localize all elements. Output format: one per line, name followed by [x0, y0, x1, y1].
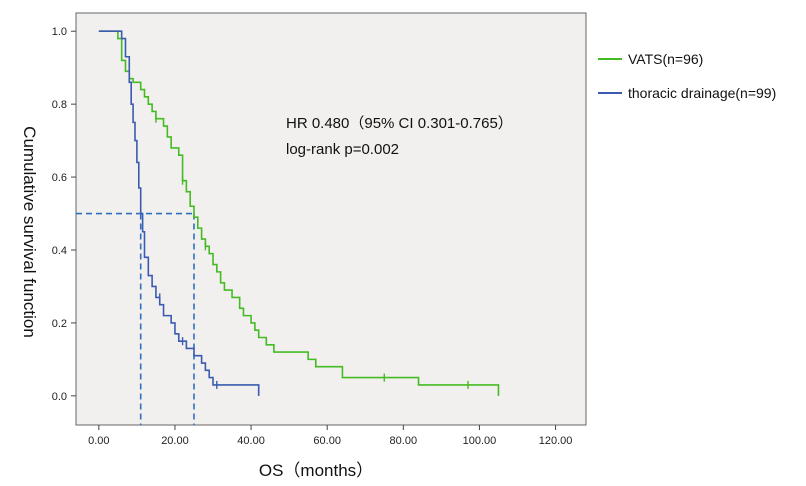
y-tick-label: 0.6 — [52, 172, 67, 184]
series-layer — [98, 30, 500, 396]
x-tick-label: 40.00 — [237, 435, 265, 447]
y-tick-label: 0.2 — [52, 318, 67, 330]
y-tick-label: 0.8 — [52, 99, 67, 111]
y-tick-label: 0.4 — [52, 245, 67, 257]
logrank-annotation: log-rank p=0.002 — [286, 141, 399, 158]
legend-label-drainage: thoracic drainage(n=99) — [628, 85, 776, 101]
y-tick-label: 1.0 — [52, 26, 67, 38]
x-tick-label: 20.00 — [161, 435, 189, 447]
y-tick-label: 0.0 — [52, 391, 67, 403]
y-axis-ticks: 0.0 0.2 0.4 0.6 0.8 1.0 — [52, 26, 76, 403]
survival-curve-drainage — [98, 30, 260, 396]
plot-area — [75, 12, 587, 426]
legend: VATS(n=96) thoracic drainage(n=99) — [598, 51, 776, 101]
x-tick-label: 80.00 — [390, 435, 418, 447]
y-axis-label: Cumulative survival function — [20, 126, 39, 338]
hazard-ratio-annotation: HR 0.480（95% CI 0.301-0.765） — [286, 115, 513, 132]
x-tick-label: 0.00 — [88, 435, 109, 447]
x-tick-label: 100.00 — [463, 435, 497, 447]
x-tick-label: 120.00 — [539, 435, 573, 447]
x-axis-ticks: 0.00 20.00 40.00 60.00 80.00 100.00 120.00 — [88, 425, 572, 447]
survival-curve-vats — [98, 30, 500, 396]
x-tick-label: 60.00 — [313, 435, 341, 447]
legend-label-vats: VATS(n=96) — [628, 51, 703, 67]
x-axis-label: OS（months） — [259, 461, 373, 480]
median-reference-lines — [76, 212, 195, 425]
